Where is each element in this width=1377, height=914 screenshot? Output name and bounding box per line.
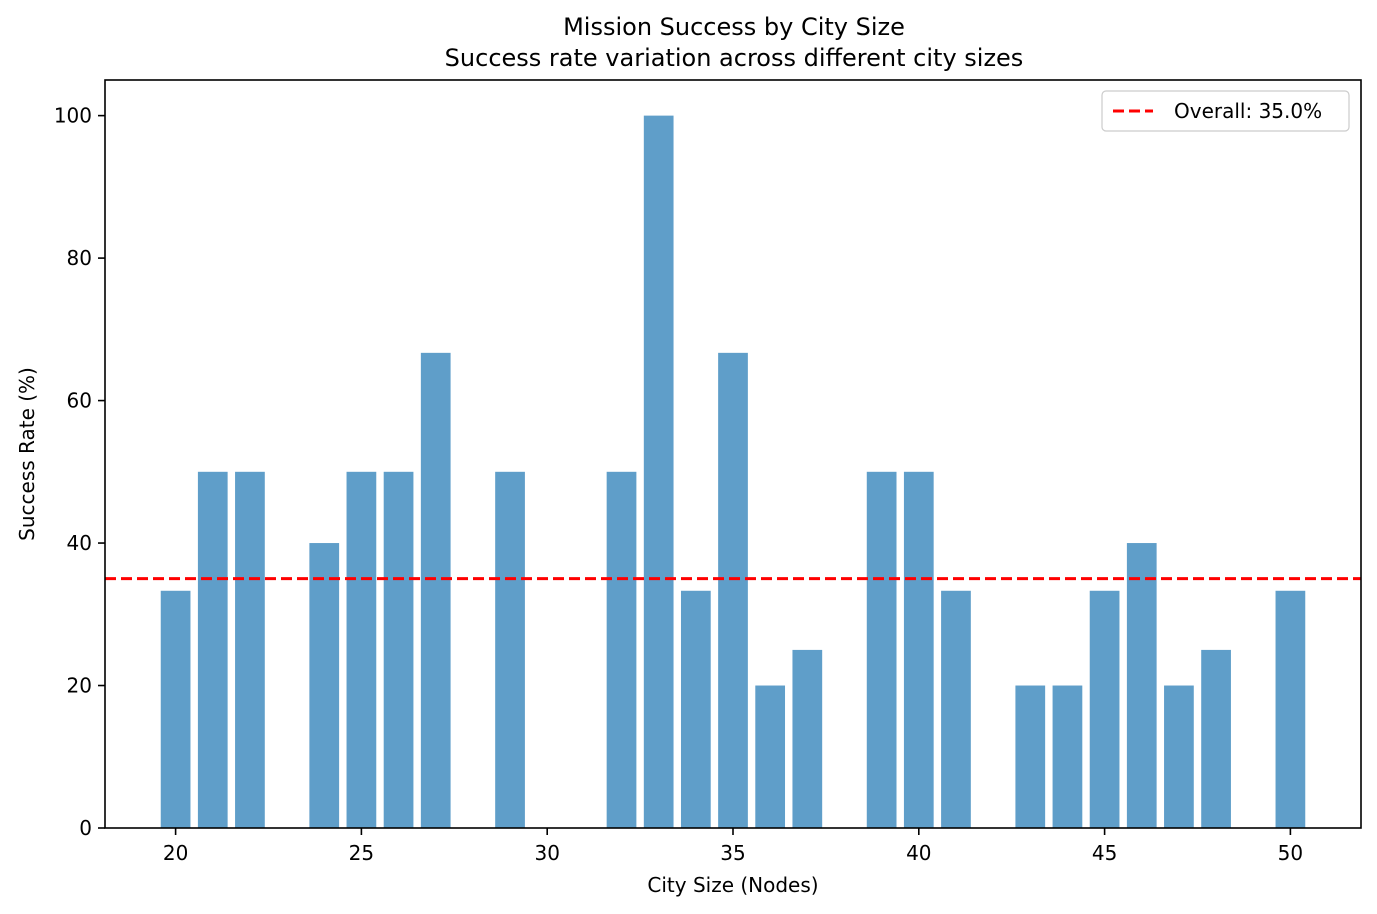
bar-32 (606, 471, 637, 828)
x-tick-label-20: 20 (163, 841, 188, 865)
bar-35 (718, 352, 748, 828)
plot-frame (104, 79, 1362, 829)
bar-29 (495, 471, 525, 828)
bar-37 (792, 649, 823, 828)
bar-39 (866, 471, 897, 828)
bar-27 (420, 352, 451, 828)
bar-34 (680, 590, 711, 828)
y-tick-label-0: 0 (79, 816, 92, 840)
bar-44 (1052, 685, 1083, 828)
bar-48 (1201, 649, 1231, 828)
x-ticks-group: 20 25 30 35 40 45 50 (163, 828, 1303, 865)
y-tick-label-40: 40 (67, 531, 92, 555)
legend: Overall: 35.0% (1101, 90, 1350, 132)
chart-subtitle: Success rate variation across different … (445, 44, 1024, 72)
x-tick-label-40: 40 (906, 841, 931, 865)
bars-group (160, 115, 1306, 829)
bar-33 (643, 115, 674, 829)
bar-47 (1164, 685, 1194, 828)
y-axis-label: Success Rate (%) (15, 367, 39, 541)
bar-25 (346, 471, 377, 828)
x-axis-label: City Size (Nodes) (647, 873, 818, 897)
y-ticks-group: 0 20 40 60 80 100 (54, 104, 105, 840)
bar-21 (197, 471, 228, 828)
bar-50 (1275, 590, 1306, 828)
y-tick-label-60: 60 (67, 389, 92, 413)
bar-45 (1089, 590, 1120, 828)
bar-41 (941, 590, 971, 828)
x-tick-label-45: 45 (1092, 841, 1117, 865)
legend-box (1101, 90, 1350, 132)
legend-label: Overall: 35.0% (1174, 99, 1322, 123)
x-tick-label-50: 50 (1278, 841, 1303, 865)
y-tick-label-20: 20 (67, 674, 92, 698)
bar-46 (1126, 543, 1157, 828)
y-tick-label-80: 80 (67, 246, 92, 270)
bar-22 (235, 471, 265, 828)
bar-40 (903, 471, 934, 828)
x-tick-label-30: 30 (534, 841, 559, 865)
x-tick-label-25: 25 (349, 841, 374, 865)
y-tick-label-100: 100 (54, 104, 92, 128)
x-tick-label-35: 35 (720, 841, 745, 865)
bar-20 (160, 590, 191, 828)
chart-title: Mission Success by City Size (563, 13, 905, 41)
bar-36 (755, 685, 786, 828)
bar-43 (1015, 685, 1046, 828)
bar-26 (383, 471, 414, 828)
bar-24 (309, 543, 340, 828)
